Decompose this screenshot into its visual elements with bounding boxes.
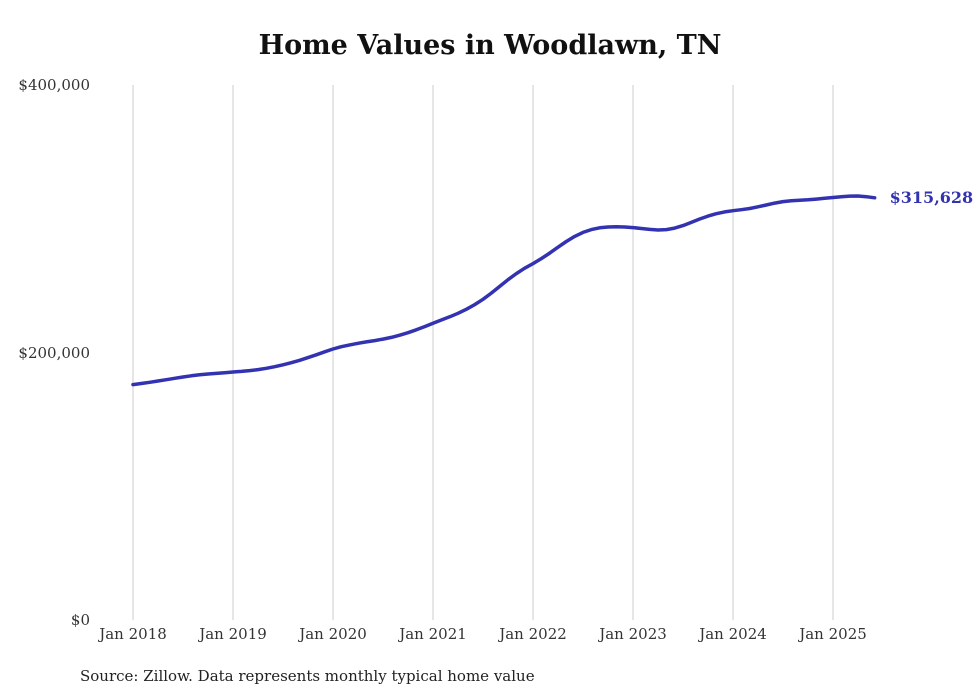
end-value-label: $315,628 [889,187,974,207]
y-tick-label: $400,000 [18,76,90,94]
x-tick-label: Jan 2023 [599,625,667,643]
x-tick-label: Jan 2021 [399,625,467,643]
x-tick-label: Jan 2018 [99,625,167,643]
y-tick-label: $0 [70,611,90,629]
chart-title: Home Values in Woodlawn, TN [258,30,722,61]
x-tick-label: Jan 2025 [799,625,867,643]
source-note: Source: Zillow. Data represents monthly … [80,667,535,685]
x-tick-label: Jan 2020 [299,625,367,643]
home-value-line [131,194,877,387]
x-tick-label: Jan 2019 [199,625,267,643]
x-tick-label: Jan 2022 [499,625,567,643]
x-tick-label: Jan 2024 [699,625,767,643]
y-tick-label: $200,000 [18,343,90,362]
